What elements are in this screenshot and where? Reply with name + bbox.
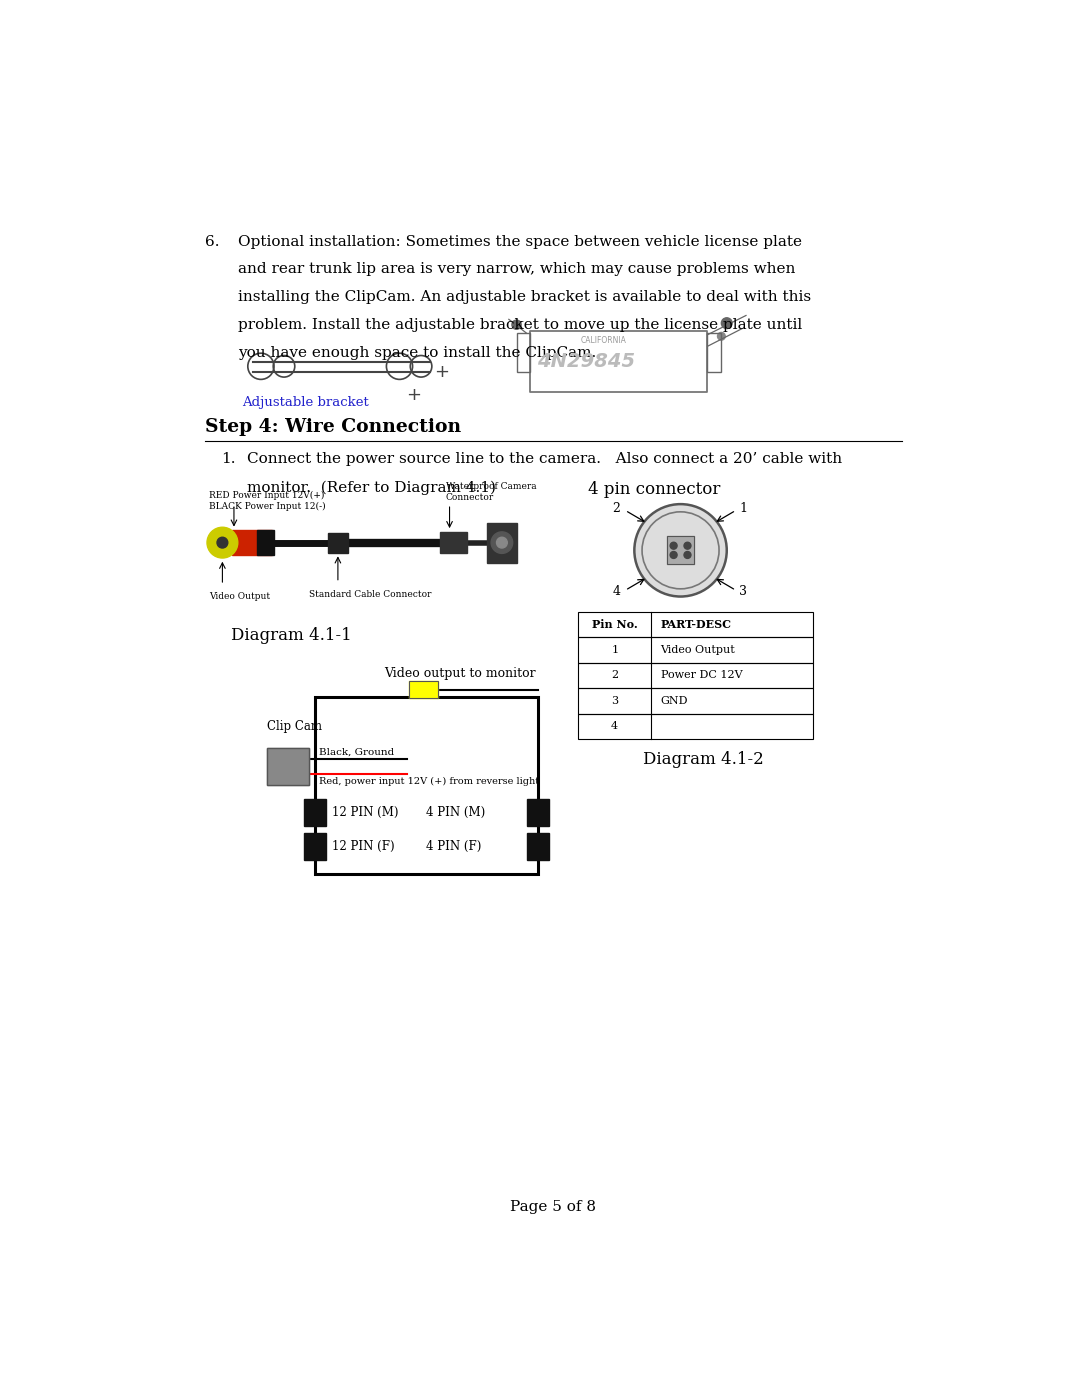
Circle shape <box>684 552 691 559</box>
Text: +: + <box>434 363 449 381</box>
Circle shape <box>207 527 238 557</box>
Text: 3: 3 <box>611 696 618 705</box>
Circle shape <box>634 504 727 597</box>
Bar <box>707 334 721 372</box>
Text: 4 pin connector: 4 pin connector <box>589 481 720 497</box>
Bar <box>267 749 309 785</box>
Text: Power DC 12V: Power DC 12V <box>661 671 742 680</box>
Text: Optional installation: Sometimes the space between vehicle license plate: Optional installation: Sometimes the spa… <box>238 235 801 249</box>
Bar <box>578 637 813 662</box>
Bar <box>578 662 813 689</box>
Circle shape <box>721 317 732 328</box>
Text: installing the ClipCam. An adjustable bracket is available to deal with this: installing the ClipCam. An adjustable br… <box>238 291 811 305</box>
Bar <box>516 334 530 372</box>
Text: Step 4: Wire Connection: Step 4: Wire Connection <box>205 418 461 436</box>
Bar <box>303 799 325 826</box>
Text: Diagram 4.1-1: Diagram 4.1-1 <box>231 627 352 644</box>
Text: Adjustable bracket: Adjustable bracket <box>242 397 368 409</box>
Text: Diagram 4.1-2: Diagram 4.1-2 <box>644 750 764 767</box>
Text: Red, power input 12V (+) from reverse light: Red, power input 12V (+) from reverse li… <box>319 777 539 787</box>
Circle shape <box>512 320 522 330</box>
Text: 4N29845: 4N29845 <box>537 352 635 372</box>
Text: 1: 1 <box>611 645 618 655</box>
Text: 2: 2 <box>612 503 621 515</box>
Bar <box>527 833 549 861</box>
Text: Video Output: Video Output <box>661 645 735 655</box>
Bar <box>267 749 309 785</box>
Text: problem. Install the adjustable bracket to move up the license plate until: problem. Install the adjustable bracket … <box>238 317 802 332</box>
Circle shape <box>671 552 677 559</box>
Text: you have enough space to install the ClipCam.: you have enough space to install the Cli… <box>238 345 596 359</box>
Circle shape <box>217 538 228 548</box>
Text: Video Output: Video Output <box>210 592 270 601</box>
Text: 12 PIN (M): 12 PIN (M) <box>332 806 399 819</box>
Circle shape <box>671 542 677 549</box>
Bar <box>314 697 538 873</box>
Bar <box>486 522 517 563</box>
Text: 4: 4 <box>611 721 618 731</box>
Text: Page 5 of 8: Page 5 of 8 <box>511 1200 596 1214</box>
Bar <box>578 612 813 637</box>
Text: monitor.  (Refer to Diagram 4.1): monitor. (Refer to Diagram 4.1) <box>247 481 496 495</box>
Bar <box>530 331 707 393</box>
Bar <box>231 531 272 555</box>
Bar <box>328 532 348 553</box>
Bar <box>578 689 813 714</box>
Text: 6.: 6. <box>205 235 220 249</box>
Bar <box>666 536 694 564</box>
Bar <box>578 714 813 739</box>
Text: BLACK Power Input 12(-): BLACK Power Input 12(-) <box>210 502 326 511</box>
Text: 2: 2 <box>611 671 618 680</box>
Circle shape <box>491 532 513 553</box>
Text: RED Power Input 12V(+): RED Power Input 12V(+) <box>210 492 325 500</box>
Text: Pin No.: Pin No. <box>592 619 637 630</box>
Text: Clip Cam: Clip Cam <box>267 719 322 733</box>
Bar <box>257 531 274 555</box>
Circle shape <box>497 538 508 548</box>
Text: 12 PIN (F): 12 PIN (F) <box>332 840 394 854</box>
Bar <box>408 682 438 698</box>
Text: 4 PIN (F): 4 PIN (F) <box>427 840 482 854</box>
Text: CALIFORNIA: CALIFORNIA <box>580 337 626 345</box>
Text: 1: 1 <box>739 503 747 515</box>
Text: 3: 3 <box>739 585 747 598</box>
Bar <box>408 682 438 698</box>
Text: Connect the power source line to the camera.   Also connect a 20’ cable with: Connect the power source line to the cam… <box>247 451 842 465</box>
Text: and rear trunk lip area is very narrow, which may cause problems when: and rear trunk lip area is very narrow, … <box>238 263 795 277</box>
Text: PART-DESC: PART-DESC <box>661 619 731 630</box>
Text: 4 PIN (M): 4 PIN (M) <box>427 806 486 819</box>
Bar <box>527 799 549 826</box>
Bar <box>666 536 694 564</box>
Bar <box>441 532 468 553</box>
Text: GND: GND <box>661 696 688 705</box>
Bar <box>303 833 325 861</box>
Text: Black, Ground: Black, Ground <box>319 747 394 756</box>
Text: 4: 4 <box>612 585 621 598</box>
Text: Standard Cable Connector: Standard Cable Connector <box>309 591 431 599</box>
Text: Waterproof Camera
Connector: Waterproof Camera Connector <box>446 482 537 502</box>
Text: Video output to monitor: Video output to monitor <box>384 666 536 680</box>
Text: 1.: 1. <box>220 451 235 465</box>
Circle shape <box>717 332 725 339</box>
Circle shape <box>684 542 691 549</box>
Text: +: + <box>406 386 421 404</box>
